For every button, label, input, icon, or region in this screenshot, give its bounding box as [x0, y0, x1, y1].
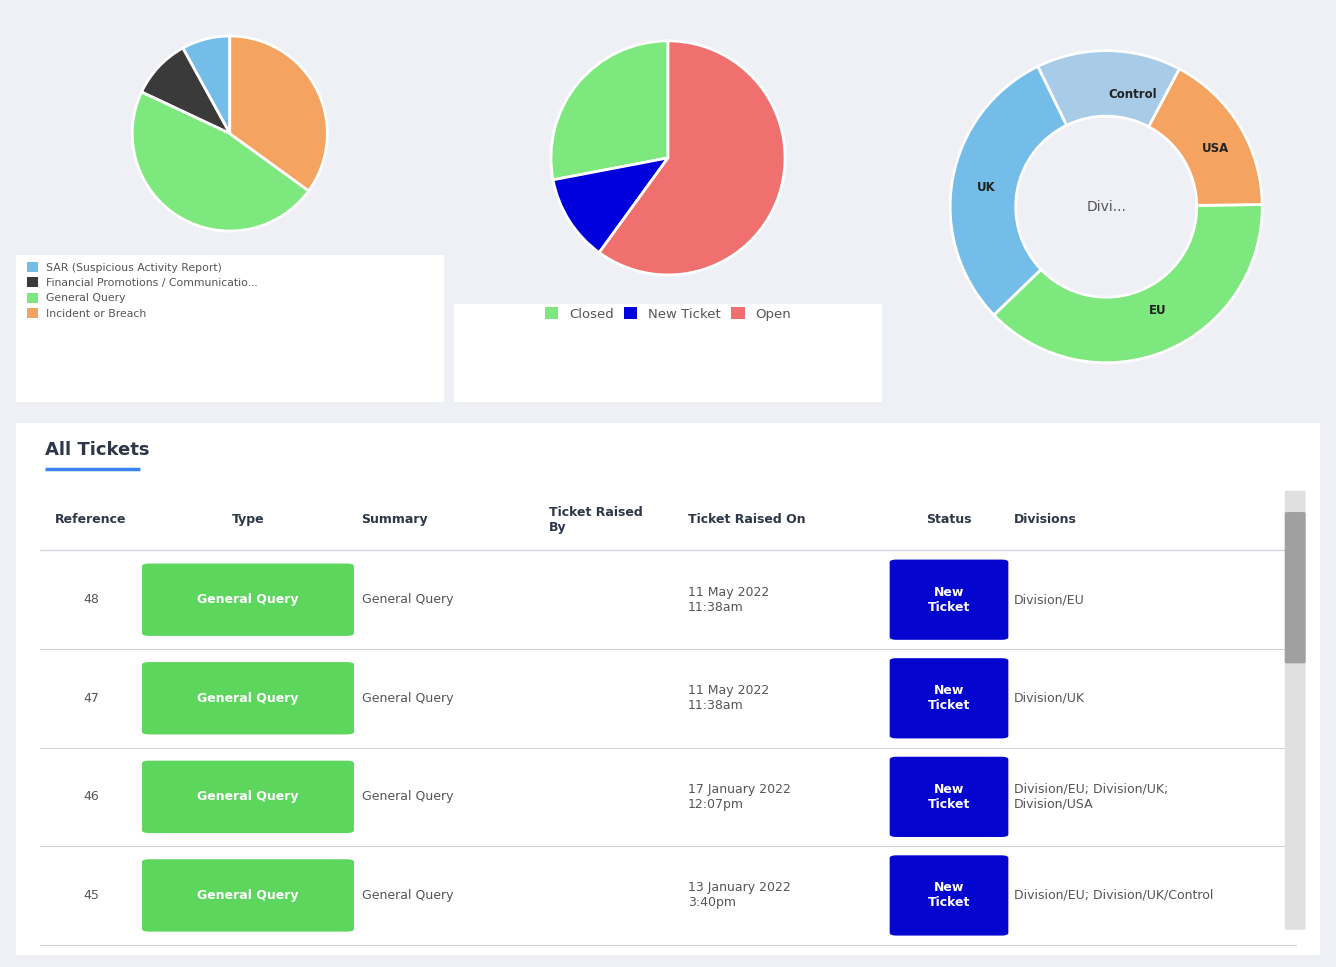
- Text: USA: USA: [1202, 141, 1229, 155]
- FancyBboxPatch shape: [1285, 513, 1305, 663]
- Text: General Query: General Query: [198, 889, 299, 902]
- Text: 48: 48: [83, 593, 99, 606]
- Wedge shape: [1149, 69, 1263, 205]
- FancyBboxPatch shape: [142, 662, 354, 735]
- FancyBboxPatch shape: [1285, 490, 1305, 930]
- Text: New
Ticket: New Ticket: [927, 882, 970, 909]
- Text: Division/EU: Division/EU: [1014, 593, 1085, 606]
- Text: 11 May 2022
11:38am: 11 May 2022 11:38am: [688, 685, 770, 713]
- Wedge shape: [994, 204, 1263, 363]
- Text: Summary: Summary: [362, 513, 429, 526]
- Text: General Query: General Query: [362, 790, 453, 804]
- Text: Type: Type: [231, 513, 265, 526]
- Wedge shape: [230, 36, 327, 190]
- Wedge shape: [1038, 50, 1180, 127]
- Text: General Query: General Query: [198, 790, 299, 804]
- FancyBboxPatch shape: [142, 564, 354, 636]
- Text: General Query: General Query: [362, 889, 453, 902]
- Text: 45: 45: [83, 889, 99, 902]
- Text: Divisions: Divisions: [1014, 513, 1077, 526]
- Wedge shape: [950, 67, 1066, 315]
- Text: Division/UK: Division/UK: [1014, 691, 1085, 705]
- Text: Control: Control: [1108, 88, 1157, 101]
- Text: Reference: Reference: [55, 513, 127, 526]
- Text: 17 January 2022
12:07pm: 17 January 2022 12:07pm: [688, 783, 791, 811]
- Wedge shape: [600, 41, 786, 275]
- Text: UK: UK: [977, 181, 995, 193]
- Text: New
Ticket: New Ticket: [927, 685, 970, 713]
- Wedge shape: [142, 48, 230, 133]
- FancyBboxPatch shape: [142, 860, 354, 931]
- FancyBboxPatch shape: [142, 761, 354, 833]
- Text: 46: 46: [83, 790, 99, 804]
- Text: 47: 47: [83, 691, 99, 705]
- Text: All Tickets: All Tickets: [44, 441, 150, 459]
- FancyBboxPatch shape: [890, 757, 1009, 837]
- Text: Status: Status: [926, 513, 971, 526]
- FancyBboxPatch shape: [40, 846, 1296, 945]
- FancyBboxPatch shape: [40, 550, 1296, 649]
- Wedge shape: [550, 41, 668, 180]
- FancyBboxPatch shape: [40, 649, 1296, 747]
- FancyBboxPatch shape: [40, 747, 1296, 846]
- Wedge shape: [183, 36, 230, 133]
- Wedge shape: [132, 92, 309, 231]
- Text: Division/EU; Division/UK/Control: Division/EU; Division/UK/Control: [1014, 889, 1213, 902]
- Text: Divi...: Divi...: [1086, 199, 1126, 214]
- Text: General Query: General Query: [198, 593, 299, 606]
- FancyBboxPatch shape: [890, 856, 1009, 936]
- Text: Ticket Raised On: Ticket Raised On: [688, 513, 806, 526]
- Text: Ticket Raised
By: Ticket Raised By: [549, 506, 643, 534]
- Text: General Query: General Query: [362, 593, 453, 606]
- Legend: SAR (Suspicious Activity Report), Financial Promotions / Communicatio..., Genera: SAR (Suspicious Activity Report), Financ…: [25, 261, 259, 320]
- Text: 11 May 2022
11:38am: 11 May 2022 11:38am: [688, 586, 770, 614]
- Text: General Query: General Query: [362, 691, 453, 705]
- Text: General Query: General Query: [198, 691, 299, 705]
- Text: Division/EU; Division/UK;
Division/USA: Division/EU; Division/UK; Division/USA: [1014, 783, 1169, 811]
- Text: New
Ticket: New Ticket: [927, 783, 970, 811]
- Legend: Closed, New Ticket, Open: Closed, New Ticket, Open: [544, 306, 792, 322]
- Text: 13 January 2022
3:40pm: 13 January 2022 3:40pm: [688, 882, 791, 909]
- Wedge shape: [553, 158, 668, 252]
- Text: New
Ticket: New Ticket: [927, 586, 970, 614]
- FancyBboxPatch shape: [890, 659, 1009, 739]
- FancyBboxPatch shape: [890, 560, 1009, 640]
- Text: EU: EU: [1149, 304, 1166, 317]
